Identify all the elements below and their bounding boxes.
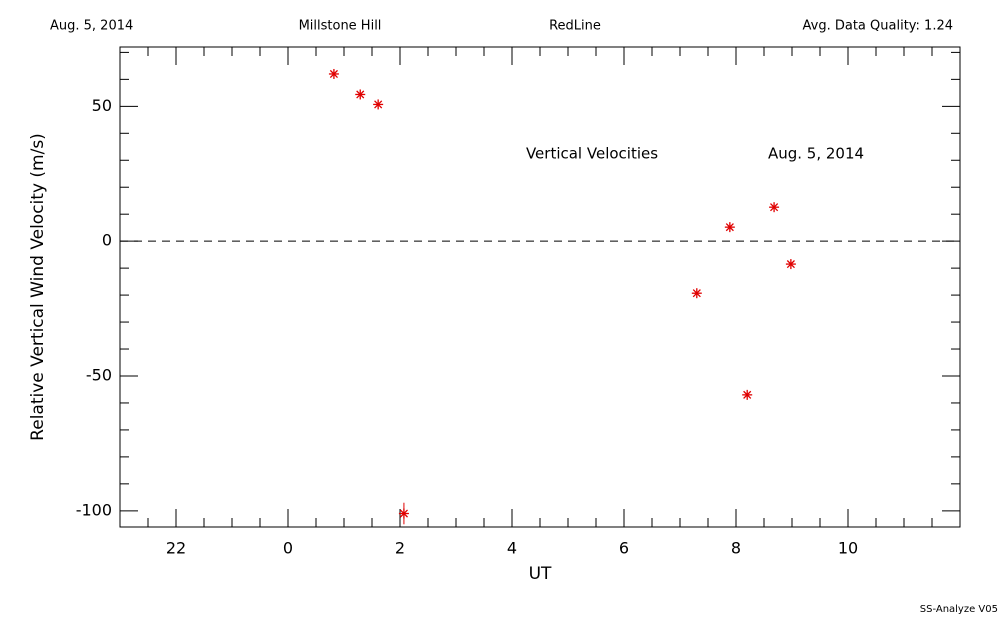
y-tick-label: -50 [86, 365, 112, 384]
point [355, 89, 366, 100]
point [373, 99, 384, 110]
x-tick-label: 10 [838, 539, 858, 558]
point [769, 202, 780, 213]
y-tick-label: 50 [92, 96, 112, 115]
x-axis-label: UT [529, 564, 552, 584]
y-tick-label: 0 [102, 231, 112, 250]
point-stroke [356, 90, 365, 99]
point-stroke [399, 509, 408, 518]
annotation: Vertical Velocities [526, 145, 658, 163]
y-axis-label: Relative Vertical Wind Velocity (m/s) [28, 133, 48, 441]
x-tick-label: 0 [283, 539, 293, 558]
header-line: RedLine [549, 19, 601, 34]
y-tick-label: -100 [76, 500, 112, 519]
point [328, 68, 339, 79]
point [398, 508, 409, 519]
header-site: Millstone Hill [299, 19, 382, 34]
header-date: Aug. 5, 2014 [50, 19, 133, 34]
x-tick-label: 2 [395, 539, 405, 558]
x-tick-label: 4 [507, 539, 517, 558]
point-stroke [329, 69, 338, 79]
header-quality: Avg. Data Quality: 1.24 [803, 19, 953, 34]
x-tick-label: 8 [731, 539, 741, 558]
point [691, 288, 702, 299]
x-tick-label: 6 [619, 539, 629, 558]
annotation: Aug. 5, 2014 [768, 145, 864, 163]
point-stroke [725, 223, 734, 232]
point [724, 222, 735, 233]
x-tick-label: 22 [166, 539, 186, 558]
point [785, 259, 796, 270]
point-stroke [770, 203, 779, 212]
point-stroke [374, 100, 383, 109]
point-stroke [692, 289, 701, 298]
point-stroke [786, 260, 795, 269]
point-stroke [743, 390, 752, 399]
footer: SS-Analyze V05 [920, 604, 998, 615]
point [742, 389, 753, 400]
